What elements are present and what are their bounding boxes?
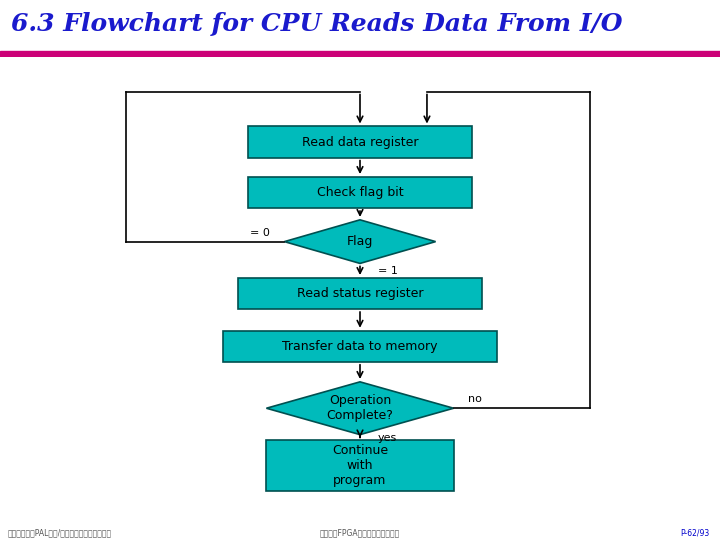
Polygon shape bbox=[284, 220, 436, 264]
Text: = 1: = 1 bbox=[378, 266, 398, 275]
Text: Read status register: Read status register bbox=[297, 287, 423, 300]
Text: 教育部顧問室PAL聆盟/系統型與數位磁羊合設計: 教育部顧問室PAL聆盟/系統型與數位磁羊合設計 bbox=[7, 528, 112, 537]
Text: 第六章：FPGA推階與硬體介面設計: 第六章：FPGA推階與硬體介面設計 bbox=[320, 528, 400, 537]
Text: no: no bbox=[468, 394, 482, 404]
FancyBboxPatch shape bbox=[248, 126, 472, 158]
Text: Check flag bit: Check flag bit bbox=[317, 186, 403, 199]
Text: Operation
Complete?: Operation Complete? bbox=[327, 394, 393, 422]
Text: yes: yes bbox=[378, 433, 397, 442]
Text: = 0: = 0 bbox=[250, 228, 270, 238]
FancyBboxPatch shape bbox=[223, 330, 497, 362]
FancyBboxPatch shape bbox=[238, 278, 482, 309]
Bar bbox=[0, 51, 720, 57]
Text: Read data register: Read data register bbox=[302, 136, 418, 148]
Polygon shape bbox=[266, 382, 454, 435]
FancyBboxPatch shape bbox=[266, 441, 454, 491]
FancyBboxPatch shape bbox=[248, 177, 472, 208]
Text: Transfer data to memory: Transfer data to memory bbox=[282, 340, 438, 353]
Text: P-62/93: P-62/93 bbox=[680, 528, 709, 537]
Text: Continue
with
program: Continue with program bbox=[332, 444, 388, 487]
Text: 6.3 Flowchart for CPU Reads Data From I/O: 6.3 Flowchart for CPU Reads Data From I/… bbox=[11, 12, 622, 36]
Text: Flag: Flag bbox=[347, 235, 373, 248]
